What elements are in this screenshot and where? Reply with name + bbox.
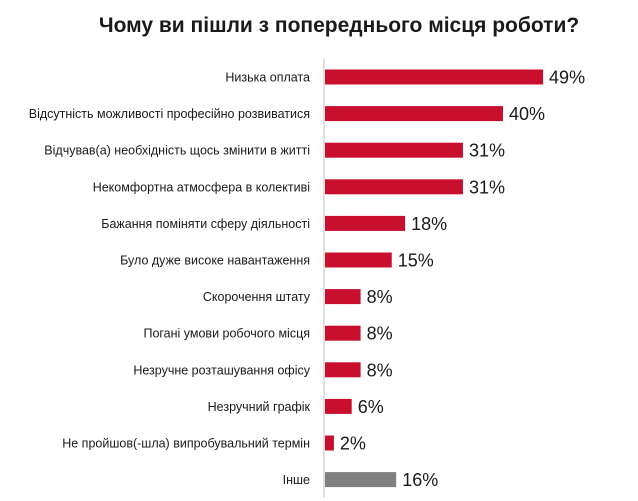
category-label: Незручний графік	[208, 400, 311, 414]
value-label: 6%	[358, 397, 384, 417]
value-label: 16%	[402, 470, 438, 490]
bar	[325, 106, 503, 122]
category-label: Погані умови робочого місця	[143, 327, 310, 341]
bar	[325, 142, 463, 158]
bar	[325, 289, 361, 305]
bar	[325, 435, 334, 451]
category-label: Відсутність можливості професійно розвив…	[29, 107, 310, 121]
bar	[325, 325, 361, 341]
value-label: 40%	[509, 104, 545, 124]
value-label: 18%	[411, 214, 447, 234]
value-label: 31%	[469, 141, 505, 161]
chart-title: Чому ви пішли з попереднього місця робот…	[98, 14, 580, 37]
category-label: Інше	[283, 473, 310, 487]
category-label: Некомфортна атмосфера в колективі	[93, 180, 310, 194]
value-label: 15%	[398, 251, 434, 271]
bar	[325, 215, 406, 231]
value-label: 49%	[549, 68, 585, 88]
value-label: 31%	[469, 177, 505, 197]
bar	[325, 398, 352, 414]
bar	[325, 69, 544, 85]
bar	[325, 179, 463, 195]
category-label: Скорочення штату	[203, 290, 311, 304]
category-label: Не пройшов(-шла) випробувальний термін	[62, 437, 310, 451]
category-label: Бажання поміняти сферу діяльності	[101, 217, 310, 231]
value-label: 8%	[367, 324, 393, 344]
bar	[325, 472, 397, 488]
category-label: Незручне розташування офісу	[133, 363, 310, 377]
value-label: 2%	[340, 434, 366, 454]
category-label: Низька оплата	[225, 71, 310, 85]
category-label: Було дуже високе навантаження	[120, 254, 310, 268]
category-label: Відчував(а) необхідність щось змінити в …	[44, 144, 310, 158]
bars-group: Низька оплата 49% Відсутність можливості п…	[29, 68, 585, 491]
value-label: 8%	[367, 360, 393, 380]
bar	[325, 362, 361, 378]
bar	[325, 252, 392, 268]
value-label: 8%	[367, 287, 393, 307]
